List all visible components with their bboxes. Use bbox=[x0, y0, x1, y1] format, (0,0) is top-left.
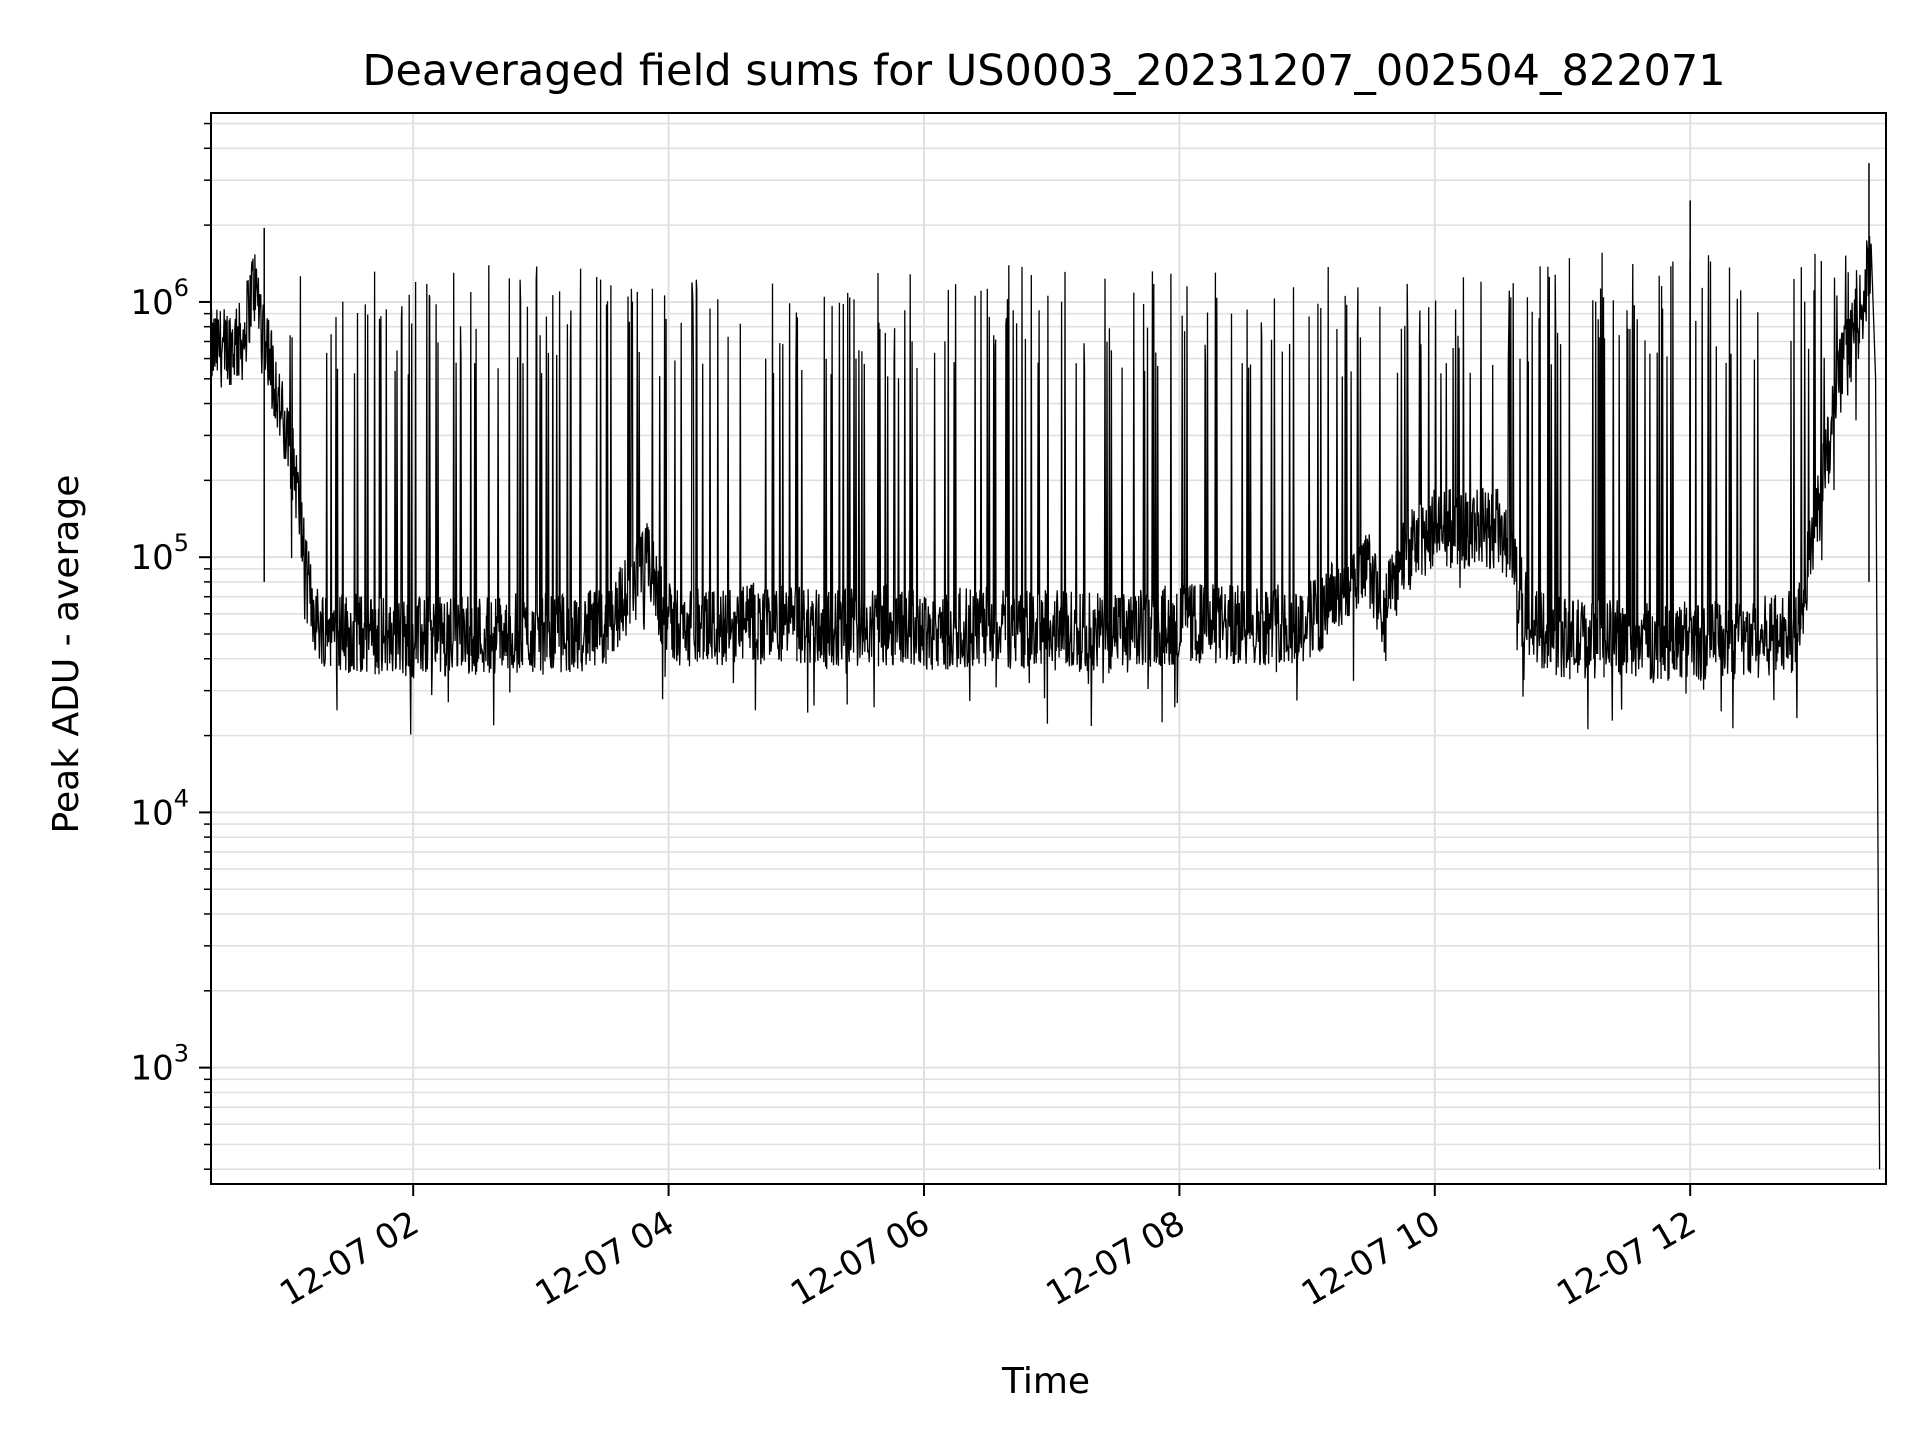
y-tick-label: 105 bbox=[130, 529, 189, 578]
chart-title: Deaveraged field sums for US0003_2023120… bbox=[362, 46, 1725, 96]
y-tick-label: 106 bbox=[130, 274, 189, 323]
x-axis-label: Time bbox=[1001, 1361, 1090, 1402]
series-path bbox=[210, 236, 1881, 1170]
y-axis-label: Peak ADU - average bbox=[46, 475, 87, 834]
y-tick-label: 104 bbox=[130, 784, 189, 833]
plot-frame bbox=[210, 112, 1887, 1185]
y-tick-label: 103 bbox=[130, 1040, 189, 1089]
y-axis-ticks: 103 104 105 106 bbox=[130, 122, 211, 1170]
series-line bbox=[210, 163, 1881, 1170]
